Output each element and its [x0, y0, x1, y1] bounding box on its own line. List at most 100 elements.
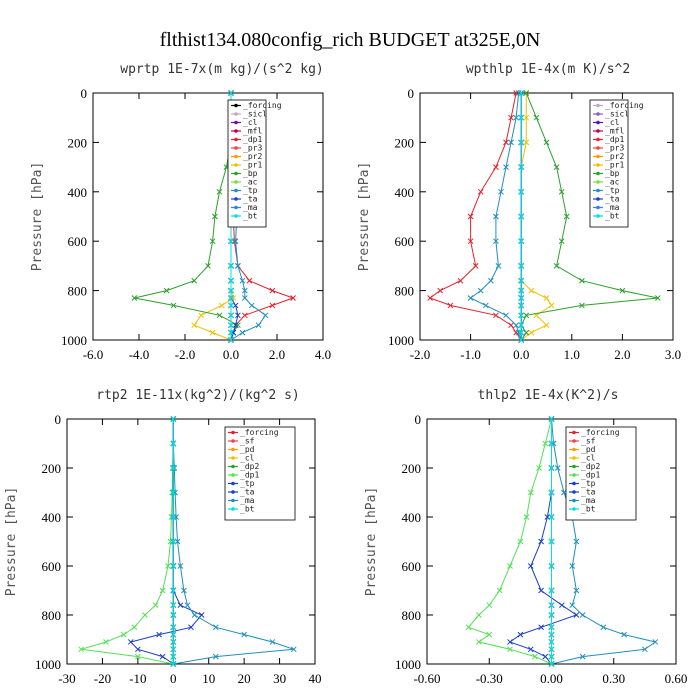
x-tick-label: 10 — [202, 671, 215, 686]
legend-label: _dp1 — [605, 135, 624, 144]
data-point — [457, 277, 464, 284]
legend-label: _dp2 — [581, 462, 600, 471]
chart-panel-4: thlp2 1E-4x(K^2)/s Pressure [hPa] -0.60 -0.… — [364, 388, 687, 686]
legend-marker — [572, 473, 576, 477]
data-point — [170, 563, 177, 569]
y-tick-label: 400 — [402, 510, 422, 525]
data-point — [170, 514, 177, 520]
x-tick-label: -2.0 — [410, 347, 431, 362]
legend-label: _pr2 — [243, 152, 262, 161]
x-tick-label: 2.0 — [269, 347, 285, 362]
legend-marker — [234, 120, 238, 125]
data-point — [548, 631, 555, 638]
data-point — [518, 312, 525, 319]
data-point — [269, 302, 276, 309]
y-tick-label: 200 — [42, 461, 62, 476]
data-point — [255, 322, 262, 329]
x-tick-label: 0.0 — [513, 347, 529, 362]
series-bt — [548, 416, 555, 667]
series-line — [134, 93, 239, 341]
data-point — [177, 563, 184, 569]
data-point — [518, 295, 525, 301]
data-point — [548, 440, 555, 447]
legend-label: _forcing — [581, 428, 620, 437]
data-point — [621, 631, 627, 638]
data-point — [477, 287, 484, 294]
data-point — [507, 646, 513, 653]
legend-marker — [234, 197, 238, 201]
x-tick-label: -1.0 — [460, 347, 481, 362]
data-point — [191, 322, 198, 329]
y-tick-label: 400 — [68, 185, 88, 200]
y-tick-label: 1000 — [61, 333, 87, 348]
series-bp — [131, 90, 241, 343]
x-tick-label: 30 — [273, 671, 286, 686]
data-point — [228, 263, 234, 269]
data-point — [152, 602, 159, 609]
data-point — [248, 302, 255, 309]
data-point — [543, 139, 550, 146]
legend-marker — [231, 430, 235, 435]
data-point — [518, 337, 525, 343]
data-point — [548, 661, 555, 667]
data-point — [477, 188, 484, 195]
data-point — [232, 322, 239, 329]
data-point — [209, 238, 216, 245]
data-point — [487, 277, 494, 284]
data-point — [523, 514, 530, 520]
data-point — [177, 602, 184, 609]
data-point — [228, 287, 234, 294]
data-point — [543, 295, 550, 301]
data-point — [198, 312, 204, 319]
legend: _forcing_sf_pd_cl_dp2_dp1_tp_ta_ma_bt — [224, 426, 296, 521]
x-tick-label: 0.0 — [223, 347, 239, 362]
data-point — [212, 653, 219, 660]
data-point — [170, 646, 177, 653]
x-tick-label: 0.00 — [540, 671, 563, 686]
data-point — [548, 538, 555, 545]
x-tick-label: 40 — [309, 671, 322, 686]
legend-box — [227, 99, 267, 228]
data-point — [493, 312, 499, 319]
data-point — [170, 612, 177, 618]
y-tick-label: 800 — [402, 608, 422, 623]
legend-label: _pr3 — [243, 144, 262, 153]
legend-label: _ta — [605, 195, 620, 204]
y-tick-label: 1000 — [395, 657, 421, 672]
legend-label: _pd — [240, 445, 255, 454]
legend-marker — [234, 163, 238, 167]
data-point — [518, 287, 525, 294]
data-point — [548, 563, 555, 569]
data-point — [518, 277, 525, 284]
data-point — [269, 287, 276, 294]
legend-label: _forcing — [240, 428, 279, 437]
data-point — [216, 188, 223, 195]
data-point — [170, 538, 177, 545]
data-point — [579, 653, 586, 660]
series-dp1 — [78, 416, 177, 667]
series-line — [429, 92, 522, 341]
data-point — [495, 263, 502, 269]
data-point — [579, 277, 585, 284]
data-point — [518, 322, 525, 329]
y-tick-label: 800 — [395, 284, 415, 299]
x-tick-label: 4.0 — [315, 347, 331, 362]
y-tick-label: 800 — [42, 608, 62, 623]
data-point — [437, 287, 444, 294]
data-point — [476, 639, 482, 645]
legend-marker — [234, 129, 238, 133]
legend-marker — [234, 103, 238, 108]
legend-marker — [596, 171, 600, 176]
series-tp — [467, 90, 525, 343]
y-tick-label: 600 — [42, 559, 62, 574]
y-tick-label: 0 — [81, 86, 88, 101]
x-tick-label: -4.0 — [129, 347, 150, 362]
legend-marker — [231, 481, 235, 486]
panel-title: thlp2 1E-4x(K^2)/s — [478, 388, 619, 403]
data-point — [170, 416, 177, 422]
legend-marker — [231, 507, 235, 511]
data-point — [209, 329, 216, 336]
legend-label: _sicl — [243, 110, 267, 119]
legend-label: _pr1 — [605, 161, 624, 170]
data-point — [496, 587, 503, 594]
